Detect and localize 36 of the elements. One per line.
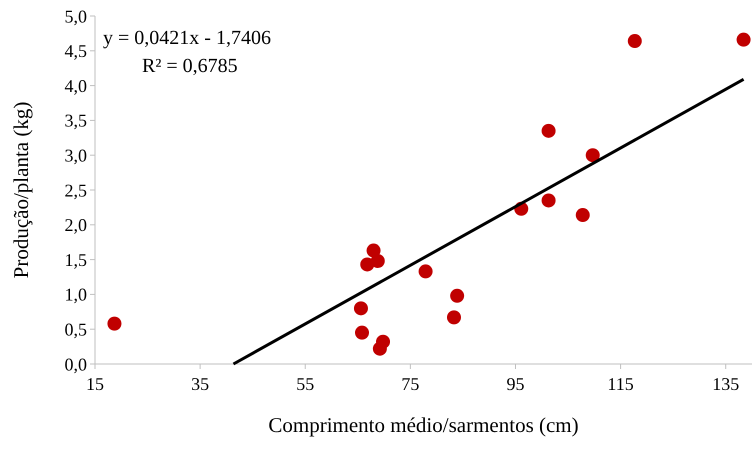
x-axis-title: Comprimento médio/sarmentos (cm) (268, 413, 579, 437)
x-tick-label: 115 (607, 374, 634, 394)
y-tick-label: 3,5 (64, 110, 87, 131)
point (542, 193, 556, 208)
point (542, 124, 556, 138)
point (370, 254, 385, 268)
y-tick-label: 4,0 (64, 76, 87, 96)
x-tick-label: 135 (712, 374, 740, 394)
point (355, 326, 370, 340)
y-tick-label: 5,0 (64, 6, 87, 26)
y-tick-label: 2,0 (64, 215, 87, 236)
point (586, 148, 600, 162)
point (450, 288, 464, 303)
y-axis-title: Produção/planta (kg) (9, 102, 33, 278)
x-tick-label: 15 (86, 374, 104, 394)
y-tick-label: 1,5 (64, 250, 87, 270)
point (418, 264, 433, 278)
x-tick-label: 75 (401, 374, 420, 394)
x-tick-label: 35 (191, 374, 210, 394)
y-tick-label: 0,5 (64, 320, 87, 340)
point (107, 316, 122, 331)
annotation: R² = 0,6785 (142, 55, 238, 77)
point (736, 32, 751, 47)
x-tick-label: 55 (296, 374, 314, 394)
y-tick-label: 2,5 (64, 180, 87, 200)
y-tick-label: 4,5 (64, 41, 87, 62)
point (446, 310, 461, 324)
point (628, 34, 642, 48)
point (376, 334, 390, 349)
annotation: y = 0,0421x - 1,7406 (103, 27, 271, 49)
point (354, 301, 368, 316)
x-tick-label: 95 (506, 374, 524, 394)
y-tick-label: 0,0 (64, 354, 87, 374)
y-tick-label: 1,0 (64, 284, 87, 305)
y-tick-label: 3,0 (64, 146, 87, 166)
point (576, 208, 590, 222)
